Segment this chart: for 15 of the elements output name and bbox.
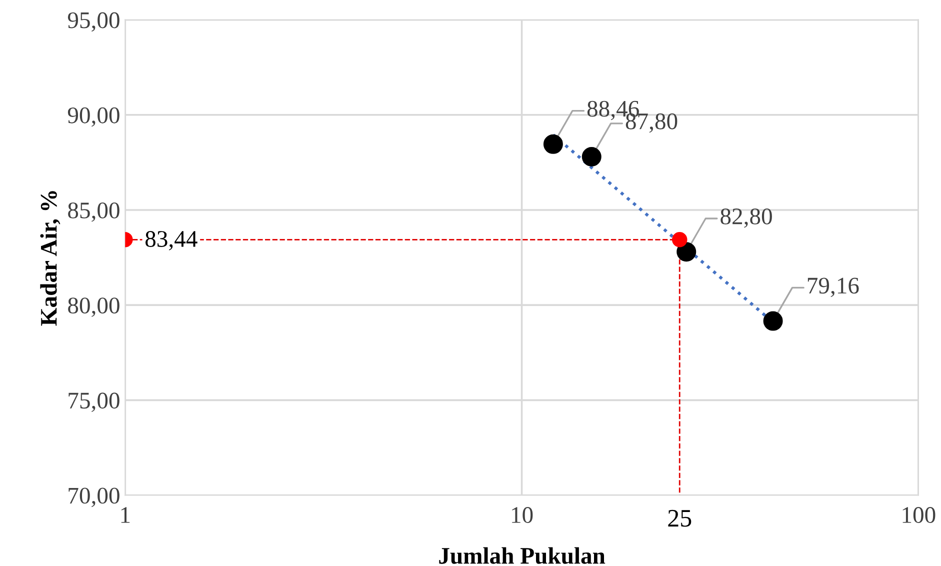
annotation: 25 [668, 510, 692, 527]
x-tick-label: 10 [512, 507, 533, 523]
y-tick-label: 95,00 [68, 12, 120, 32]
x-tick-label: 100 [902, 507, 936, 523]
data-label: 82,80 [720, 208, 772, 228]
y-tick-label: 75,00 [68, 392, 120, 412]
x-tick-label: 1 [121, 507, 130, 523]
data-label: 79,16 [808, 278, 859, 298]
y-tick-label: 70,00 [68, 488, 120, 508]
y-axis-title: Kadar Air, % [40, 191, 60, 326]
data-label: 83,44 [146, 231, 198, 250]
x-axis-title: Jumlah Pukulan [439, 547, 606, 564]
y-tick-label: 80,00 [68, 298, 120, 317]
y-tick-label: 90,00 [68, 107, 120, 127]
y-tick-label: 85,00 [68, 202, 120, 222]
